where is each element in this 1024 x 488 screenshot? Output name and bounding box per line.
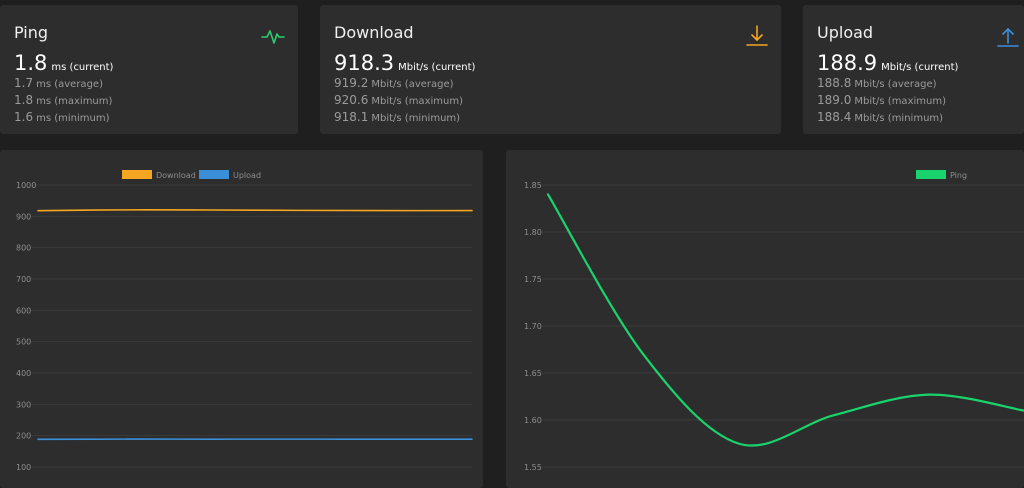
ping-average: 1.7 ms (average) [14,76,103,90]
legend-swatch-upload[interactable] [199,170,229,179]
y-tick-label: 1000 [16,181,36,190]
series-line-download [37,209,473,212]
y-tick-label: 1.70 [524,322,542,331]
y-tick-label: 300 [16,400,31,409]
upload-maximum: 189.0 Mbit/s (maximum) [817,93,946,107]
y-tick-label: 100 [16,463,31,472]
series-line-ping [546,193,1024,447]
ping-title: Ping [14,23,49,42]
download-title: Download [334,23,414,42]
y-tick-label: 800 [16,244,31,253]
y-tick-label: 1.60 [524,416,542,425]
ping-chart-card: 1.85 1.80 1.75 1.70 1.65 1.60 1.55 Ping [506,150,1024,488]
download-arrow-icon [746,25,768,46]
legend-label-upload[interactable]: Upload [233,171,261,180]
y-tick-label: 200 [16,432,31,441]
download-minimum: 918.1 Mbit/s (minimum) [334,110,461,124]
legend-swatch-download[interactable] [122,170,152,179]
ping-maximum: 1.8 ms (maximum) [14,93,113,107]
ping-chart: 1.85 1.80 1.75 1.70 1.65 1.60 1.55 Ping [524,170,1024,472]
y-tick-label: 1.65 [524,369,542,378]
download-maximum: 920.6 Mbit/s (maximum) [334,93,463,107]
y-tick-label: 1.80 [524,228,542,237]
ping-card: Ping 1.8 ms (current) 1.7 ms (average) 1.8… [0,5,298,134]
upload-arrow-icon [997,28,1019,47]
y-tick-label: 1.75 [524,275,542,284]
upload-card: Upload 188.9 Mbit/s (current) 188.8 Mbit/s… [803,5,1024,134]
y-tick-label: 600 [16,306,31,315]
throughput-chart: 1000 900 800 700 600 500 400 300 200 100 Download U… [16,170,473,472]
y-tick-label: 400 [16,369,31,378]
y-tick-label: 900 [16,212,31,221]
upload-title: Upload [817,23,874,42]
upload-average: 188.8 Mbit/s (average) [817,76,937,90]
ping-minimum: 1.6 ms (minimum) [14,110,110,124]
throughput-chart-card: 1000 900 800 700 600 500 400 300 200 100 Download U… [0,150,483,488]
download-average: 919.2 Mbit/s (average) [334,76,454,90]
upload-current: 188.9 Mbit/s (current) [817,51,959,75]
y-tick-label: 700 [16,275,31,284]
legend-swatch-ping[interactable] [916,170,946,179]
legend-label-ping[interactable]: Ping [950,171,967,180]
y-tick-label: 1.55 [524,463,542,472]
y-tick-label: 500 [16,338,31,347]
heartbeat-icon [261,30,285,44]
download-current: 918.3 Mbit/s (current) [334,51,476,75]
upload-minimum: 188.4 Mbit/s (minimum) [817,110,944,124]
y-tick-label: 1.85 [524,181,542,190]
ping-current: 1.8 ms (current) [14,51,114,75]
legend-label-download[interactable]: Download [156,171,196,180]
download-card: Download 918.3 Mbit/s (current) 919.2 Mbit… [320,5,781,134]
